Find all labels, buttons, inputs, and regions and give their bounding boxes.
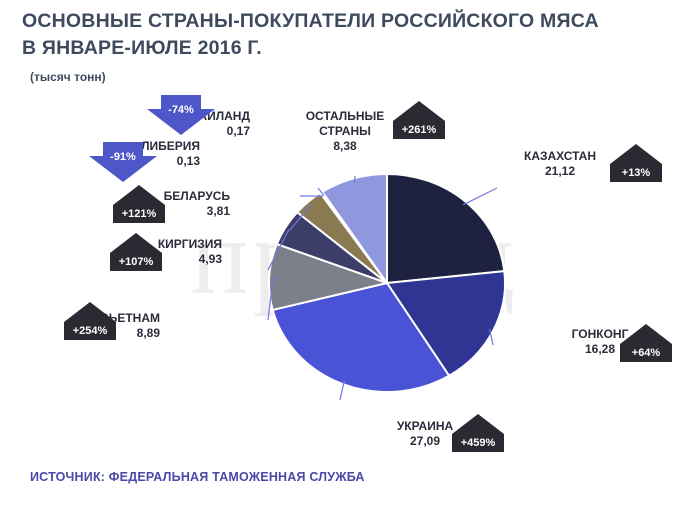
arrow-up-icon	[113, 185, 165, 223]
slice-value-8: 8,38	[333, 139, 357, 153]
leader-line-slice-7	[317, 187, 325, 196]
slice-value-2: 27,09	[410, 434, 440, 448]
chart-title: ОСНОВНЫЕ СТРАНЫ-ПОКУПАТЕЛИ РОССИЙСКОГО М…	[22, 8, 599, 62]
pie-slice-8	[320, 172, 388, 287]
chart-title-line-2: В ЯНВАРЕ-ИЮЛЕ 2016 Г.	[22, 37, 262, 59]
change-badge-5: +121%	[113, 185, 165, 223]
change-value-1: +64%	[632, 347, 661, 359]
slice-value-1: 16,28	[585, 342, 615, 356]
arrow-up-icon	[452, 414, 504, 452]
arrow-down-icon	[147, 95, 215, 135]
slice-label-6: ЛИБЕРИЯ	[141, 139, 200, 153]
arrow-up-icon	[110, 233, 162, 271]
pie-slice-1	[385, 270, 506, 378]
leader-line-slice-8	[353, 175, 356, 183]
leader-line-slice-1	[488, 328, 494, 346]
change-badge-2: +459%	[452, 414, 504, 452]
slice-value-5: 3,81	[207, 204, 231, 218]
leader-line-slice-0	[462, 187, 498, 206]
slice-label-2: УКРАИНА	[397, 419, 454, 433]
chart-title-line-1: ОСНОВНЫЕ СТРАНЫ-ПОКУПАТЕЛИ РОССИЙСКОГО М…	[22, 10, 599, 32]
slice-label-8-1: СТРАНЫ	[319, 124, 371, 138]
change-value-0: +13%	[622, 167, 651, 179]
source-note: ИСТОЧНИК: ФЕДЕРАЛЬНАЯ ТАМОЖЕННАЯ СЛУЖБА	[30, 470, 365, 484]
change-value-6: -91%	[110, 151, 136, 163]
change-value-5: +121%	[122, 208, 157, 220]
pie-slice-0	[386, 172, 506, 285]
change-badge-4: +107%	[110, 233, 162, 271]
change-value-8: +261%	[402, 124, 437, 136]
pie-slice-2	[271, 281, 451, 393]
slice-value-4: 4,93	[199, 252, 223, 266]
change-value-4: +107%	[119, 256, 154, 268]
unit-label: (тысяч тонн)	[30, 70, 106, 84]
arrow-up-icon	[64, 302, 116, 340]
arrow-up-icon	[393, 101, 445, 139]
arrow-up-icon	[620, 324, 672, 362]
arrow-down-icon	[89, 142, 157, 182]
change-badge-3: +254%	[64, 302, 116, 340]
change-badge-6: -91%	[89, 142, 157, 182]
slice-label-0: КАЗАХСТАН	[524, 149, 596, 163]
change-value-2: +459%	[461, 437, 496, 449]
slice-value-6: 0,13	[177, 154, 201, 168]
leader-line-slice-4	[267, 229, 290, 271]
change-badge-8: +261%	[393, 101, 445, 139]
slice-value-0: 21,12	[545, 164, 575, 178]
leader-line-slice-2	[339, 380, 345, 401]
slice-label-4: КИРГИЗИЯ	[158, 237, 222, 251]
change-value-3: +254%	[73, 325, 108, 337]
slice-value-3: 8,89	[137, 326, 161, 340]
leader-line-slice-3	[267, 276, 274, 321]
change-badge-0: +13%	[610, 144, 662, 182]
change-badge-1: +64%	[620, 324, 672, 362]
slice-label-5: БЕЛАРУСЬ	[164, 189, 231, 203]
slice-label-8-0: ОСТАЛЬНЫЕ	[306, 109, 385, 123]
leader-line-slice-5	[289, 204, 312, 231]
slice-label-1: ГОНКОНГ	[572, 327, 629, 341]
change-badge-7: -74%	[147, 95, 215, 135]
slice-value-7: 0,17	[227, 124, 251, 138]
pie-slice-3	[268, 242, 391, 312]
arrow-up-icon	[610, 144, 662, 182]
change-value-7: -74%	[168, 104, 194, 116]
